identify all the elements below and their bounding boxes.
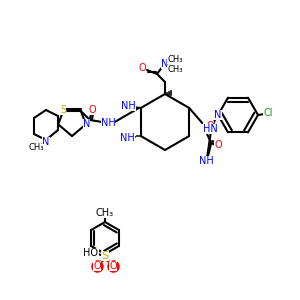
Text: O: O <box>214 140 222 150</box>
Text: S: S <box>101 251 109 261</box>
Text: N: N <box>83 119 91 129</box>
Text: HN: HN <box>202 124 217 134</box>
Text: O: O <box>109 261 117 271</box>
Text: N: N <box>42 137 50 147</box>
Text: N: N <box>214 110 222 120</box>
Text: HO: HO <box>83 248 98 258</box>
Text: CH₃: CH₃ <box>96 208 114 218</box>
Text: CH₃: CH₃ <box>167 55 183 64</box>
Text: NH: NH <box>199 156 214 166</box>
Text: S: S <box>60 105 66 115</box>
Text: Cl: Cl <box>263 108 273 118</box>
Text: NH: NH <box>100 118 116 128</box>
Text: O: O <box>138 63 146 73</box>
Text: NH: NH <box>122 101 136 111</box>
Text: O: O <box>88 105 96 115</box>
Text: CH₃: CH₃ <box>167 64 183 74</box>
Text: NH: NH <box>120 133 135 143</box>
Text: O: O <box>93 261 101 271</box>
Text: O: O <box>206 121 214 131</box>
Text: CH₃: CH₃ <box>28 143 44 152</box>
Text: N: N <box>161 59 169 69</box>
